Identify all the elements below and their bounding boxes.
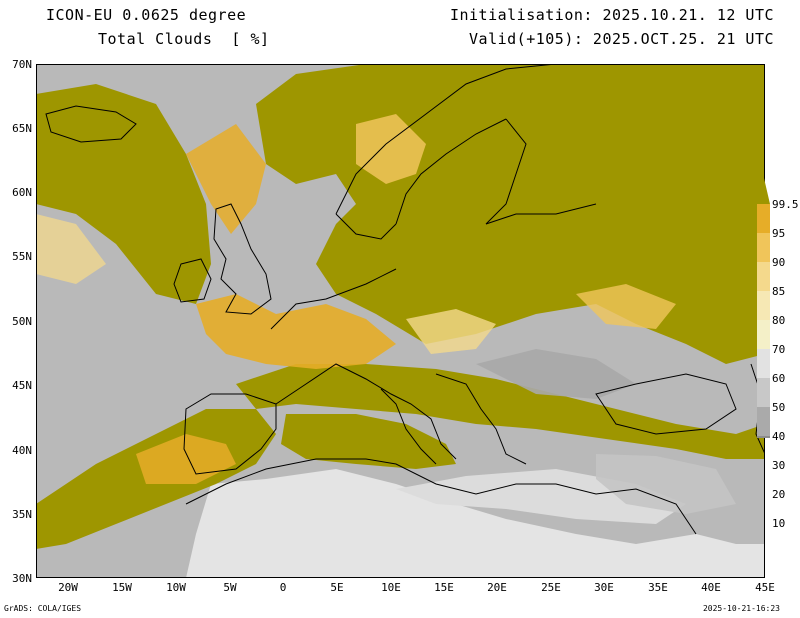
dense-cloud-area bbox=[36, 84, 211, 304]
lat-label: 70N bbox=[12, 58, 32, 71]
high-cloud-area bbox=[356, 114, 426, 184]
map-canvas bbox=[36, 64, 765, 578]
lat-label: 60N bbox=[12, 186, 32, 199]
lon-label: 10W bbox=[166, 581, 186, 594]
lon-label: 30E bbox=[594, 581, 614, 594]
lon-label: 45E bbox=[755, 581, 775, 594]
colorbar-swatch bbox=[757, 320, 770, 349]
lon-label: 10E bbox=[381, 581, 401, 594]
high-cloud-area bbox=[576, 284, 676, 329]
colorbar-level-label: 90 bbox=[772, 256, 786, 269]
colorbar-swatches bbox=[757, 204, 770, 438]
lat-label: 55N bbox=[12, 250, 32, 263]
mid-cloud-area bbox=[36, 214, 106, 284]
colorbar-level-label: 40 bbox=[772, 430, 786, 443]
field-title: Total Clouds [ %] bbox=[98, 30, 270, 48]
colorbar-level-label: 85 bbox=[772, 285, 786, 298]
colorbar-level-label: 60 bbox=[772, 372, 786, 385]
lon-label: 20W bbox=[58, 581, 78, 594]
footer-timestamp: 2025-10-21-16:23 bbox=[702, 604, 780, 613]
lat-label: 50N bbox=[12, 315, 32, 328]
lat-label: 65N bbox=[12, 122, 32, 135]
thin-cloud-area bbox=[476, 349, 636, 399]
model-title: ICON-EU 0.0625 degree bbox=[46, 6, 247, 24]
colorbar-swatch bbox=[757, 204, 770, 233]
mid-cloud-area bbox=[406, 309, 496, 354]
lon-label: 20E bbox=[487, 581, 507, 594]
lon-label: 35E bbox=[648, 581, 668, 594]
clear-sky-area bbox=[186, 469, 765, 578]
colorbar-level-label: 30 bbox=[772, 459, 786, 472]
cloud-map bbox=[36, 64, 765, 578]
colorbar-level-label: 50 bbox=[772, 401, 786, 414]
lon-label: 25E bbox=[541, 581, 561, 594]
colorbar-level-label: 80 bbox=[772, 314, 786, 327]
valid-time: Valid(+105): 2025.OCT.25. 21 UTC bbox=[469, 30, 774, 48]
high-cloud-area bbox=[136, 434, 236, 484]
colorbar-level-label: 20 bbox=[772, 488, 786, 501]
lat-label: 45N bbox=[12, 379, 32, 392]
colorbar-cap bbox=[757, 176, 770, 204]
lon-label: 15W bbox=[112, 581, 132, 594]
lon-label: 0 bbox=[279, 581, 287, 594]
colorbar-swatch bbox=[757, 291, 770, 320]
lat-label: 30N bbox=[12, 572, 32, 585]
colorbar-level-label: 95 bbox=[772, 227, 786, 240]
colorbar-level-label: 70 bbox=[772, 343, 786, 356]
colorbar-level-label: 99.5 bbox=[772, 198, 799, 211]
colorbar-swatch bbox=[757, 262, 770, 291]
high-cloud-area bbox=[196, 294, 396, 369]
colorbar-swatch bbox=[757, 407, 770, 436]
lon-label: 5W bbox=[223, 581, 237, 594]
init-time: Initialisation: 2025.10.21. 12 UTC bbox=[449, 6, 774, 24]
lat-label: 35N bbox=[12, 508, 32, 521]
lon-label: 5E bbox=[330, 581, 344, 594]
colorbar-swatch bbox=[757, 378, 770, 407]
colorbar-swatch bbox=[757, 233, 770, 262]
thin-cloud-area bbox=[596, 454, 736, 514]
lon-label: 15E bbox=[434, 581, 454, 594]
colorbar bbox=[757, 176, 770, 438]
colorbar-swatch bbox=[757, 436, 770, 438]
footer-credit: GrADS: COLA/IGES bbox=[4, 604, 82, 613]
colorbar-swatch bbox=[757, 349, 770, 378]
dense-cloud-area bbox=[236, 364, 765, 459]
colorbar-level-label: 10 bbox=[772, 517, 786, 530]
lat-label: 40N bbox=[12, 444, 32, 457]
lon-label: 40E bbox=[701, 581, 721, 594]
dense-cloud-area bbox=[281, 414, 456, 469]
high-cloud-area bbox=[186, 124, 266, 234]
